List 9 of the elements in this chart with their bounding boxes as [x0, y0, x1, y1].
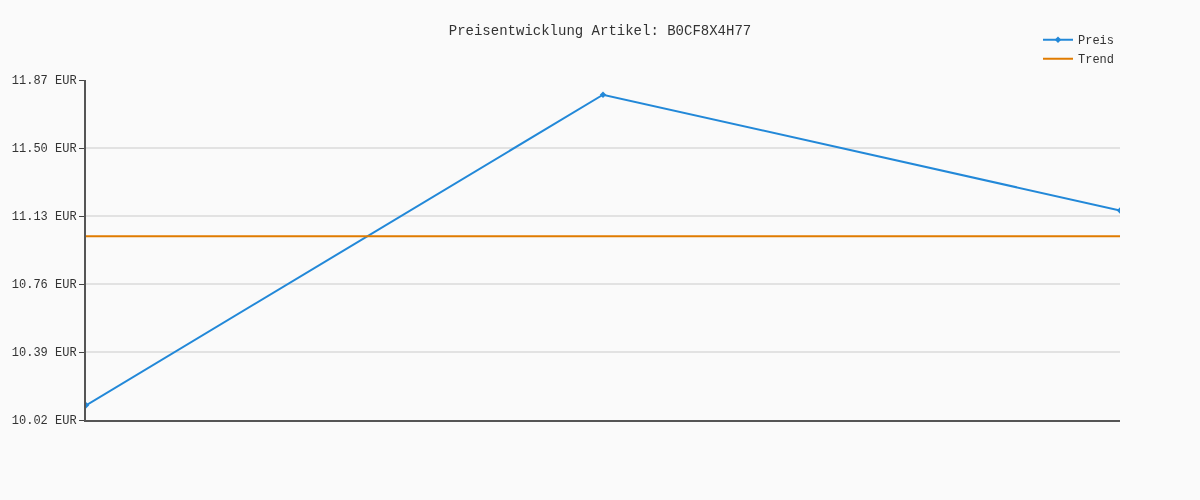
y-tick-label: 10.39 EUR — [11, 346, 77, 361]
legend-label: Trend — [1078, 53, 1115, 68]
y-tick-label: 11.87 EUR — [11, 74, 77, 89]
y-tick-label: 11.13 EUR — [11, 210, 77, 225]
chart-title: Preisentwicklung Artikel: B0CF8X4H77 — [448, 22, 752, 39]
y-tick-label: 11.50 EUR — [11, 142, 77, 157]
y-tick-label: 10.76 EUR — [11, 278, 77, 293]
y-tick-label: 10.02 EUR — [11, 414, 77, 429]
legend-label: Preis — [1078, 34, 1115, 49]
